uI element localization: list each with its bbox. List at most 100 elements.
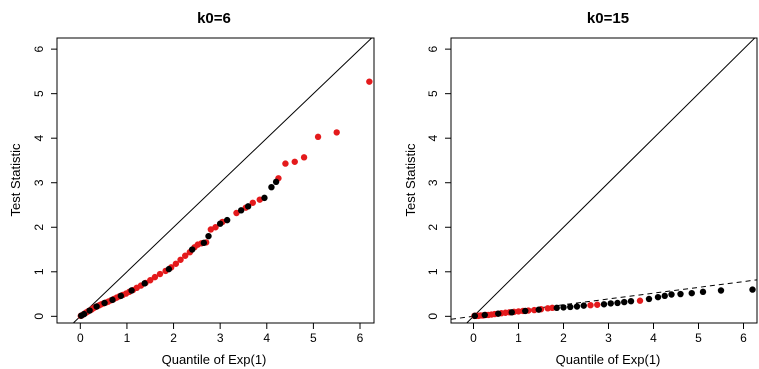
panel-k0-15: k0=15 Test Statistic Quantile of Exp(1) … <box>403 10 758 367</box>
y-tick-label: 0 <box>32 313 46 320</box>
black-data-point <box>80 310 88 318</box>
x-tick-label: 1 <box>515 331 522 345</box>
red-data-point <box>249 199 256 206</box>
black-data-point <box>223 216 231 224</box>
black-data-point <box>553 304 560 312</box>
red-data-point <box>314 133 322 141</box>
y-tick-label: 3 <box>426 179 440 186</box>
black-data-point <box>101 299 108 307</box>
black-data-point <box>661 292 668 300</box>
black-data-point <box>600 301 608 308</box>
x-axis-label: Quantile of Exp(1) <box>162 352 267 367</box>
x-tick-label: 4 <box>650 331 657 345</box>
black-data-point <box>117 292 125 300</box>
black-data-point <box>573 303 581 310</box>
y-tick-label: 2 <box>426 224 440 231</box>
x-tick-label: 4 <box>263 331 270 345</box>
reference-line-layer <box>451 38 757 323</box>
x-tick-label: 1 <box>124 331 131 345</box>
black-data-point <box>522 307 529 315</box>
black-data-point <box>237 207 245 214</box>
black-data-point <box>668 291 675 298</box>
black-data-point <box>200 239 208 247</box>
black-data-point <box>508 309 515 316</box>
black-data-point <box>645 295 653 303</box>
black-data-point <box>717 287 725 294</box>
black-data-point <box>677 290 684 298</box>
black-data-point <box>268 183 275 191</box>
y-tick-label: 3 <box>32 179 46 186</box>
red-data-point <box>636 297 644 304</box>
black-data-point <box>109 296 116 304</box>
red-data-point <box>587 301 594 309</box>
black-data-point <box>699 288 707 296</box>
black-data-point <box>86 307 93 314</box>
black-data-point <box>141 280 148 287</box>
red-data-point <box>282 160 289 167</box>
black-data-point <box>560 304 567 311</box>
reference-line-layer <box>72 38 373 323</box>
black-data-point <box>165 265 173 273</box>
black-data-point <box>627 297 635 305</box>
y-tick-label: 2 <box>32 224 46 231</box>
y-tick-label: 4 <box>32 135 46 142</box>
black-data-point <box>216 220 224 227</box>
y-tick-label: 0 <box>426 313 440 320</box>
red-data-point <box>151 273 159 281</box>
point-layer <box>471 286 756 320</box>
tick-layer: 0 1 2 3 4 5 6 0 1 2 3 4 5 6 <box>426 45 747 345</box>
black-data-point <box>471 312 479 320</box>
red-data-point <box>291 158 298 165</box>
black-data-point <box>205 232 212 240</box>
y-tick-label: 5 <box>32 90 46 97</box>
black-data-point <box>261 194 268 202</box>
red-data-point <box>594 301 601 308</box>
x-tick-label: 0 <box>470 331 477 345</box>
black-data-point <box>654 293 662 301</box>
black-data-point <box>495 310 502 317</box>
black-data-point <box>567 303 574 311</box>
red-data-point <box>181 252 189 259</box>
panel-title: k0=6 <box>197 10 231 27</box>
black-data-point <box>614 299 621 307</box>
black-data-point <box>607 300 614 307</box>
black-data-point <box>188 246 196 253</box>
black-data-point <box>128 287 135 294</box>
x-tick-label: 3 <box>217 331 224 345</box>
identity-line <box>72 38 373 323</box>
y-tick-label: 5 <box>426 90 440 97</box>
red-data-point <box>333 129 340 136</box>
x-tick-label: 6 <box>740 331 747 345</box>
x-axis-label: Quantile of Exp(1) <box>556 352 661 367</box>
y-axis-label: Test Statistic <box>403 143 418 216</box>
y-tick-label: 6 <box>426 45 440 52</box>
x-tick-label: 6 <box>357 331 364 345</box>
red-data-point <box>549 304 556 312</box>
x-tick-label: 2 <box>170 331 177 345</box>
x-tick-label: 5 <box>695 331 702 345</box>
x-tick-label: 3 <box>605 331 612 345</box>
red-data-point <box>300 154 308 161</box>
red-data-point <box>147 277 154 284</box>
y-tick-label: 1 <box>426 268 440 275</box>
y-axis-label: Test Statistic <box>8 143 23 216</box>
red-data-point <box>177 256 184 263</box>
black-data-point <box>272 178 280 186</box>
point-layer <box>77 78 373 320</box>
x-tick-label: 5 <box>310 331 317 345</box>
black-data-point <box>580 302 587 309</box>
red-data-point <box>212 224 219 231</box>
panel-k0-6: k0=6 Test Statistic Quantile of Exp(1) 0… <box>8 10 375 367</box>
black-data-point <box>244 203 252 210</box>
black-data-point <box>749 286 756 293</box>
black-data-point <box>621 298 628 306</box>
y-tick-label: 1 <box>32 268 46 275</box>
x-tick-label: 0 <box>77 331 84 345</box>
tick-layer: 0 1 2 3 4 5 6 0 1 2 3 4 5 6 <box>32 45 364 345</box>
red-data-point <box>366 78 373 85</box>
red-data-point <box>233 209 240 217</box>
red-data-point <box>156 270 164 278</box>
black-data-point <box>688 289 695 297</box>
plot-frame <box>450 37 758 324</box>
